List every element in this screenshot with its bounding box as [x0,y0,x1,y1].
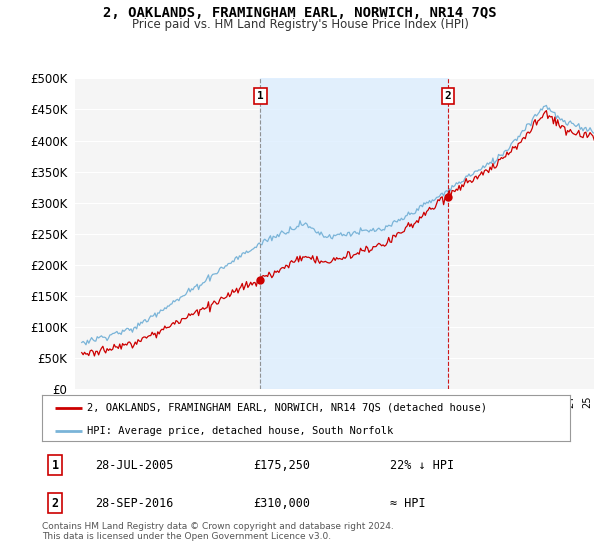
Text: 22% ↓ HPI: 22% ↓ HPI [391,459,455,472]
Text: Price paid vs. HM Land Registry's House Price Index (HPI): Price paid vs. HM Land Registry's House … [131,18,469,31]
Text: 1: 1 [257,91,264,101]
Text: £175,250: £175,250 [253,459,310,472]
Text: 2, OAKLANDS, FRAMINGHAM EARL, NORWICH, NR14 7QS: 2, OAKLANDS, FRAMINGHAM EARL, NORWICH, N… [103,6,497,20]
Text: 28-JUL-2005: 28-JUL-2005 [95,459,173,472]
Text: 1: 1 [52,459,59,472]
Text: 2: 2 [445,91,452,101]
Text: £310,000: £310,000 [253,497,310,510]
Text: ≈ HPI: ≈ HPI [391,497,426,510]
Bar [260,78,448,389]
Text: HPI: Average price, detached house, South Norfolk: HPI: Average price, detached house, Sout… [87,426,393,436]
Text: 28-SEP-2016: 28-SEP-2016 [95,497,173,510]
Text: 2, OAKLANDS, FRAMINGHAM EARL, NORWICH, NR14 7QS (detached house): 2, OAKLANDS, FRAMINGHAM EARL, NORWICH, N… [87,403,487,413]
Text: 2: 2 [52,497,59,510]
Text: Contains HM Land Registry data © Crown copyright and database right 2024.
This d: Contains HM Land Registry data © Crown c… [42,522,394,542]
